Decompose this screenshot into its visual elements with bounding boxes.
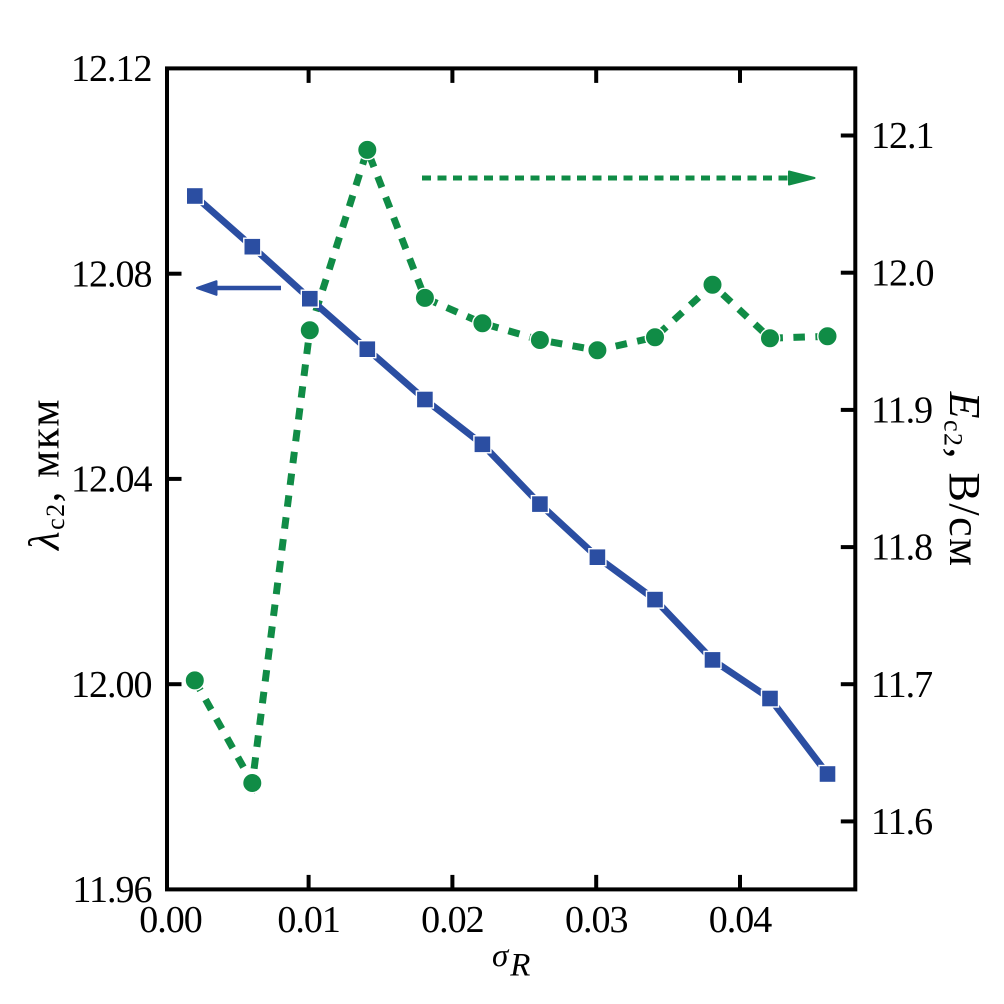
svg-text:11.6: 11.6 [871,801,932,843]
svg-text:λc2, мкм: λc2, мкм [22,398,71,552]
svg-text:11.96: 11.96 [72,869,151,911]
svg-text:0.04: 0.04 [709,899,773,941]
svg-text:12.12: 12.12 [71,48,152,90]
svg-text:11.9: 11.9 [871,390,932,432]
svg-text:12.08: 12.08 [71,253,152,295]
svg-text:12.04: 12.04 [71,459,153,501]
svg-text:0.02: 0.02 [421,899,484,941]
svg-text:0.03: 0.03 [565,899,628,941]
svg-text:12.00: 12.00 [71,664,152,706]
svg-text:Ec2, В/см: Ec2, В/см [939,391,990,568]
svg-text:12.0: 12.0 [871,252,934,294]
svg-text:11.7: 11.7 [871,664,932,706]
svg-text:0.00: 0.00 [139,899,202,941]
svg-text:12.1: 12.1 [871,115,934,157]
svg-text:11.8: 11.8 [871,527,932,569]
svg-text:0.01: 0.01 [277,899,340,941]
svg-text:σR: σR [492,938,530,984]
